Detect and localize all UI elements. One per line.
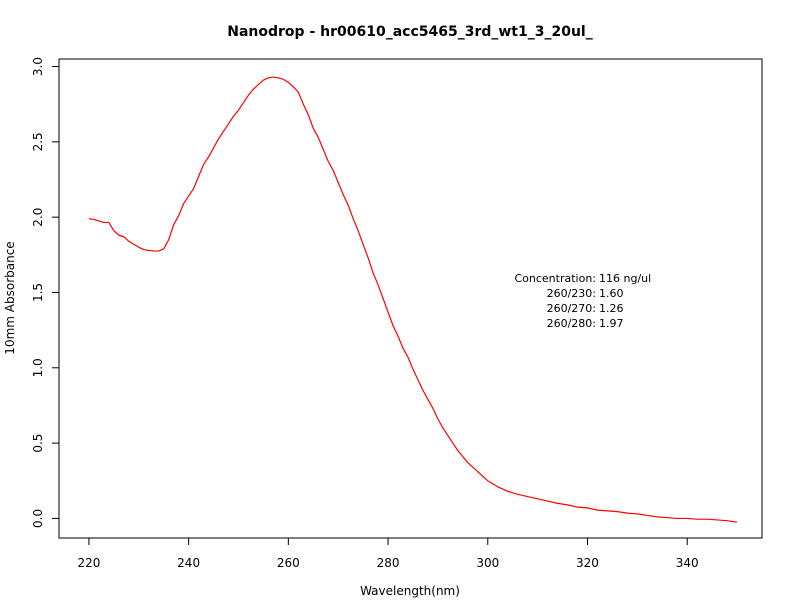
x-tick-label-260: 260 bbox=[277, 556, 300, 570]
y-tick-label-4: 2.0 bbox=[31, 208, 45, 227]
y-axis-label: 10mm Absorbance bbox=[3, 241, 17, 354]
annotation-value-2: 1.26 bbox=[599, 302, 624, 315]
y-tick-label-3: 1.5 bbox=[31, 283, 45, 302]
annotation-line-1: 260/230: bbox=[547, 287, 596, 300]
annotation-value-1: 1.60 bbox=[599, 287, 624, 300]
annotation-value-3: 1.97 bbox=[599, 317, 624, 330]
absorbance-series-line bbox=[88, 76, 738, 523]
y-axis: 0.0 0.5 1.0 1.5 2.0 2.5 3.0 bbox=[31, 57, 60, 528]
y-tick-label-1: 0.5 bbox=[31, 434, 45, 453]
x-axis: 220 240 260 280 300 320 340 bbox=[77, 537, 699, 570]
annotation-line-2: 260/270: bbox=[547, 302, 596, 315]
y-tick-label-0: 0.0 bbox=[31, 509, 45, 528]
annotation-value-0: 116 ng/ul bbox=[599, 272, 651, 285]
x-tick-label-300: 300 bbox=[476, 556, 499, 570]
x-tick-label-220: 220 bbox=[77, 556, 100, 570]
x-axis-label: Wavelength(nm) bbox=[360, 584, 460, 598]
x-tick-label-280: 280 bbox=[377, 556, 400, 570]
chart-title: Nanodrop - hr00610_acc5465_3rd_wt1_3_20u… bbox=[227, 24, 592, 40]
y-tick-label-6: 3.0 bbox=[31, 57, 45, 76]
x-tick-label-240: 240 bbox=[177, 556, 200, 570]
x-tick-label-320: 320 bbox=[576, 556, 599, 570]
x-tick-label-340: 340 bbox=[676, 556, 699, 570]
annotation-line-3: 260/280: bbox=[547, 317, 596, 330]
plot-frame bbox=[58, 58, 763, 539]
y-tick-label-5: 2.5 bbox=[31, 132, 45, 151]
annotation-line-0: Concentration: bbox=[514, 272, 596, 285]
y-tick-label-2: 1.0 bbox=[31, 358, 45, 377]
